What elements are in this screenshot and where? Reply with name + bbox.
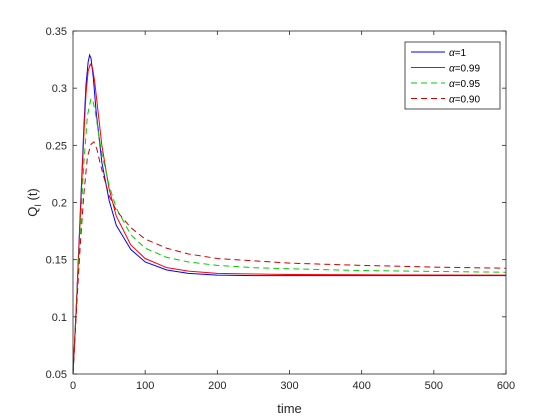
legend-series-name: =0.99 xyxy=(455,64,481,75)
y-tick-label: 0.25 xyxy=(46,140,67,152)
legend: α=1α=0.99α=0.95α=0.90 xyxy=(404,41,501,110)
series-line-3 xyxy=(72,97,507,375)
legend-alpha-symbol: α xyxy=(449,95,455,106)
y-tick-label: 0.3 xyxy=(52,83,67,95)
x-tick-label: 600 xyxy=(497,380,515,392)
x-tick-label: 0 xyxy=(70,380,76,392)
y-axis-label-tail: (t) xyxy=(25,188,40,204)
x-tick-label: 200 xyxy=(208,380,226,392)
legend-series-name: =0.95 xyxy=(455,79,481,90)
y-tick-label: 0.15 xyxy=(46,255,67,267)
y-tick-label: 0.05 xyxy=(46,369,67,381)
legend-alpha-symbol: α xyxy=(449,64,455,75)
legend-alpha-symbol: α xyxy=(449,79,455,90)
legend-alpha-symbol: α xyxy=(449,48,455,59)
series-layer xyxy=(72,53,507,375)
ticks-layer: 0 100 200 300 400 500 600 0.05 0.1 0.15 0.2 0.25 0.3… xyxy=(46,26,516,392)
legend-label: α=0.95 xyxy=(449,79,480,90)
legend-label: α=0.90 xyxy=(449,95,480,106)
y-tick-label: 0.2 xyxy=(52,198,67,210)
legend-label: α=0.99 xyxy=(449,64,480,75)
legend-series-name: =1 xyxy=(455,48,467,59)
x-tick-label: 400 xyxy=(352,380,370,392)
y-axis-label-subscript: I xyxy=(33,204,43,207)
legend-series-name: =0.90 xyxy=(455,95,481,106)
legend-box xyxy=(404,41,501,110)
x-tick-label: 300 xyxy=(280,380,298,392)
legend-label: α=1 xyxy=(449,48,467,59)
x-axis-label: time xyxy=(277,401,302,416)
y-axis-label: QI (t) xyxy=(25,188,43,217)
x-tick-label: 100 xyxy=(136,380,154,392)
y-tick-label: 0.1 xyxy=(52,312,67,324)
y-tick-label: 0.35 xyxy=(46,26,67,38)
series-line-2 xyxy=(72,62,507,375)
y-axis-label-main: Q xyxy=(25,207,40,217)
x-tick-label: 500 xyxy=(425,380,443,392)
